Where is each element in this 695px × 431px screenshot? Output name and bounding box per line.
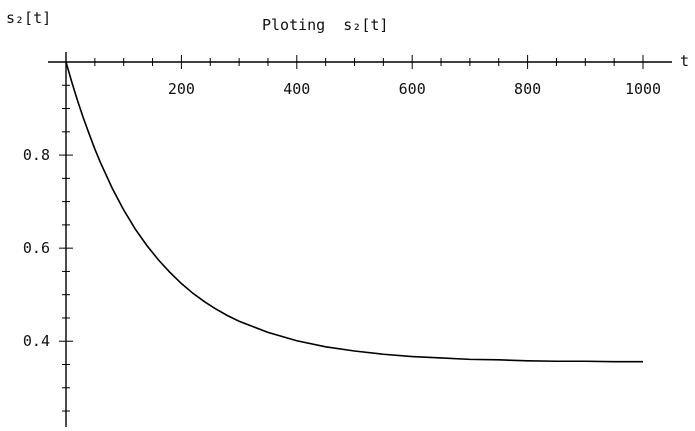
x-axis-label: t bbox=[680, 52, 689, 70]
ticks bbox=[59, 55, 644, 412]
x-tick-label: 600 bbox=[399, 80, 426, 98]
y-axis-label: s₂[t] bbox=[6, 9, 51, 27]
series-line bbox=[65, 61, 643, 363]
x-tick-label: 200 bbox=[168, 80, 195, 98]
y-tick-label: 0.4 bbox=[23, 332, 50, 350]
x-tick-label: 800 bbox=[514, 80, 541, 98]
y-tick-label: 0.6 bbox=[23, 239, 50, 257]
y-tick-label: 0.8 bbox=[23, 146, 50, 164]
chart-title: Ploting s₂[t] bbox=[262, 16, 388, 34]
tick-labels: 200 400 600 800 1000 0.4 0.6 0.8 bbox=[23, 80, 661, 350]
plot-area bbox=[65, 61, 643, 363]
x-tick-label: 400 bbox=[283, 80, 310, 98]
x-tick-label: 1000 bbox=[625, 80, 661, 98]
axes bbox=[48, 52, 672, 427]
